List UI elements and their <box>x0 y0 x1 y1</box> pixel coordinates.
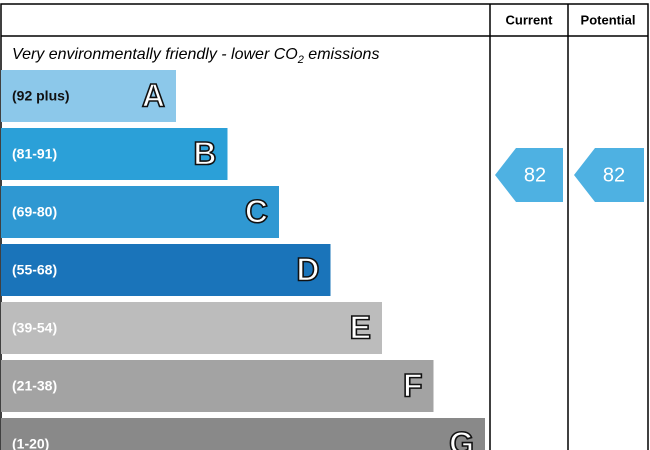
band-bar <box>1 418 485 450</box>
band-letter: G <box>449 425 474 450</box>
band-range: (92 plus) <box>12 88 70 104</box>
potential-arrow <box>574 148 644 202</box>
band-range: (81-91) <box>12 146 57 162</box>
band-letter: E <box>350 309 371 345</box>
band-range: (1-20) <box>12 436 49 450</box>
subtitle-text: Very environmentally friendly - lower CO <box>12 46 298 63</box>
subtitle-text: emissions <box>304 46 380 63</box>
subtitle: Very environmentally friendly - lower CO… <box>12 46 379 66</box>
band-bar <box>1 244 331 296</box>
potential-value: 82 <box>603 164 625 186</box>
band-bar <box>1 70 176 122</box>
band-range: (69-80) <box>12 204 57 220</box>
band-range: (39-54) <box>12 320 57 336</box>
band-bar <box>1 302 382 354</box>
band-range: (21-38) <box>12 378 57 394</box>
potential-header: Potential <box>581 12 636 27</box>
band-bar <box>1 186 279 238</box>
band-letter: B <box>193 135 216 171</box>
current-value: 82 <box>524 164 546 186</box>
band-letter: C <box>245 193 268 229</box>
band-bar <box>1 128 228 180</box>
band-letter: A <box>142 77 165 113</box>
current-header: Current <box>506 12 554 27</box>
band-range: (55-68) <box>12 262 57 278</box>
band-letter: D <box>296 251 319 287</box>
band-bar <box>1 360 434 412</box>
band-letter: F <box>403 367 423 403</box>
current-arrow <box>495 148 563 202</box>
subtitle-subscript: 2 <box>297 54 304 66</box>
